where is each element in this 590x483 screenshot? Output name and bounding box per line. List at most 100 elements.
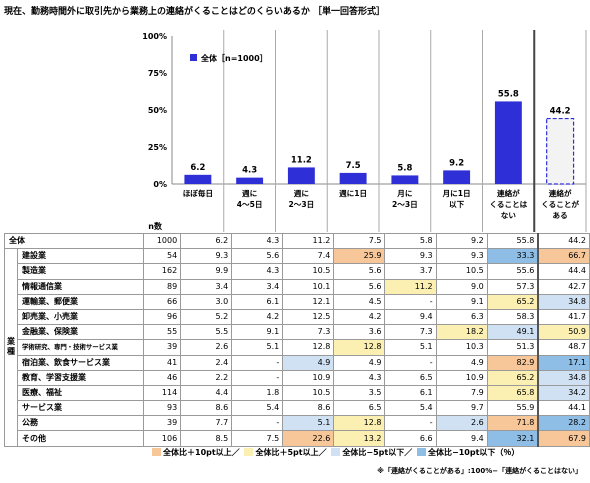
table-row: 教育、学習支援業 46 2.2-10.9 4.3 6.5 10.9 65.2 34.8: [5, 369, 590, 386]
value-cell: 44.4: [537, 263, 590, 280]
row-label: 製造業: [16, 263, 145, 280]
value-cell: 11.2: [384, 278, 437, 295]
value-cell: 5.6: [333, 278, 386, 295]
category-label: くることが: [541, 199, 579, 209]
hi5-swatch: [244, 448, 254, 456]
value-cell: 7.7: [180, 415, 233, 432]
value-cell: 42.7: [537, 278, 590, 295]
value-cell: 10.9: [282, 369, 335, 386]
value-cell: 12.8: [333, 339, 386, 356]
bar: [287, 167, 315, 184]
value-cell: -: [384, 415, 437, 432]
row-label: 学術研究、専門・技術サービス業: [16, 339, 145, 356]
lo10-legend-label: 全体比−10pt以下（％）: [428, 448, 520, 457]
value-cell: 55.8: [486, 232, 539, 250]
value-cell: 10.5: [282, 384, 335, 402]
y-tick-label: 25%: [148, 143, 167, 152]
value-cell: 48.7: [537, 339, 590, 356]
category-label: 週に: [242, 189, 257, 198]
value-cell: 4.2: [333, 308, 386, 326]
value-cell: 8.6: [180, 400, 233, 417]
hi10-legend-label: 全体比＋10pt以上／: [163, 448, 240, 457]
value-cell: 34.2: [537, 384, 590, 402]
bar: [391, 175, 419, 184]
category-label: 週に: [294, 189, 309, 198]
value-cell: 11.2: [282, 232, 335, 250]
highlight-legend: 全体比＋10pt以上／ 全体比＋5pt以上／ 全体比−5pt以下／ 全体比−10…: [150, 447, 519, 458]
row-label: その他: [16, 430, 145, 447]
value-cell: 44.2: [537, 232, 590, 250]
bar-value-label: 9.2: [449, 158, 464, 168]
value-cell: 12.1: [282, 293, 335, 310]
n-cell: 93: [143, 400, 182, 417]
value-cell: 9.3: [435, 248, 488, 265]
value-cell: 9.1: [435, 293, 488, 310]
bar-value-label: 11.2: [291, 155, 312, 165]
value-cell: -: [231, 354, 284, 371]
value-cell: 18.2: [435, 324, 488, 341]
table-row: 宿泊業、飲食サービス業 41 2.4-4.9 4.9-4.9 82.9 17.1: [5, 354, 590, 371]
y-tick-label: 50%: [148, 106, 167, 115]
table-row-total: 全体 1000 6.2 4.3 11.2 7.5 5.8 9.2 55.8 44.2: [3, 232, 590, 250]
lo10-swatch: [417, 448, 427, 456]
value-cell: 2.2: [180, 369, 233, 386]
category-label: くることは: [489, 200, 527, 209]
bar-chart: 0% 25% 50% 75% 100% 6.2 4.3 11.2 7.5 5.8 9.2 55.8 44…: [142, 30, 587, 232]
value-cell: 57.3: [486, 278, 539, 295]
table-row: 医療、福祉 114 4.4 1.8 10.5 3.5 6.1 7.9 65.8 34.2: [5, 384, 590, 402]
value-cell: 9.4: [435, 430, 488, 447]
value-cell: 9.1: [231, 324, 284, 341]
value-cell: -: [231, 415, 284, 432]
value-cell: 10.5: [435, 263, 488, 280]
value-cell: 4.3: [231, 232, 284, 250]
category-label: 以下: [449, 200, 465, 209]
bar: [443, 170, 471, 184]
value-cell: 50.9: [537, 324, 590, 341]
value-cell: 44.1: [537, 400, 590, 417]
value-cell: 4.5: [333, 293, 386, 310]
value-cell: 1.8: [231, 384, 284, 402]
category-label: ほぼ毎日: [183, 188, 213, 198]
group-label: 業 種: [4, 248, 18, 447]
n-cell: 106: [143, 430, 182, 447]
value-cell: 8.5: [180, 430, 233, 447]
value-cell: 65.8: [486, 384, 539, 402]
hi10-swatch: [152, 448, 161, 456]
category-label: 連絡が: [497, 188, 520, 198]
value-cell: 12.8: [333, 415, 386, 432]
bar: [339, 172, 367, 184]
n-cell: 39: [143, 339, 182, 356]
value-cell: 28.2: [537, 415, 590, 432]
bar-value-label: 55.8: [498, 89, 519, 99]
value-cell: 10.1: [282, 278, 335, 295]
value-cell: 5.6: [333, 263, 386, 280]
row-label: 教育、学習支援業: [16, 369, 145, 386]
data-table: 全体 1000 6.2 4.3 11.2 7.5 5.8 9.2 55.8 44.2 業 種建設業 5…: [3, 232, 590, 447]
y-tick-label: 100%: [142, 32, 167, 41]
table-row: 学術研究、専門・技術サービス業 39 2.6 5.1 12.8 12.8 5.1 10.3 51…: [5, 339, 590, 356]
n-cell: 54: [143, 248, 182, 265]
value-cell: 9.7: [435, 400, 488, 417]
value-cell: 41.7: [537, 308, 590, 326]
value-cell: 5.2: [180, 308, 233, 326]
value-cell: 9.2: [435, 232, 488, 250]
table-row: 業 種建設業 54 9.3 5.6 7.4 25.9 9.3 9.3 33.3 66.7: [4, 248, 590, 447]
value-cell: 6.5: [384, 369, 437, 386]
n-header: n数: [148, 221, 163, 231]
value-cell: 5.4: [384, 400, 437, 417]
row-label: 全体: [3, 232, 145, 250]
n-cell: 89: [143, 278, 182, 295]
table-row: 金融業、保険業 55 5.5 9.1 7.3 3.6 7.3 18.2 49.1 50.9: [5, 324, 590, 341]
value-cell: -: [384, 293, 437, 310]
row-label: 情報通信業: [16, 278, 145, 295]
bar: [236, 177, 264, 184]
bar-value-label: 44.2: [550, 107, 571, 117]
value-cell: 17.1: [537, 354, 590, 371]
value-cell: 6.6: [384, 430, 437, 447]
value-cell: 3.5: [333, 384, 386, 402]
value-cell: 6.1: [384, 384, 437, 402]
value-cell: 9.4: [384, 308, 437, 326]
row-label: 公務: [16, 415, 145, 432]
footnote: ※「連絡がくることがある」:100%−「連絡がくることはない」: [377, 467, 582, 475]
row-label: 医療、福祉: [16, 384, 145, 402]
